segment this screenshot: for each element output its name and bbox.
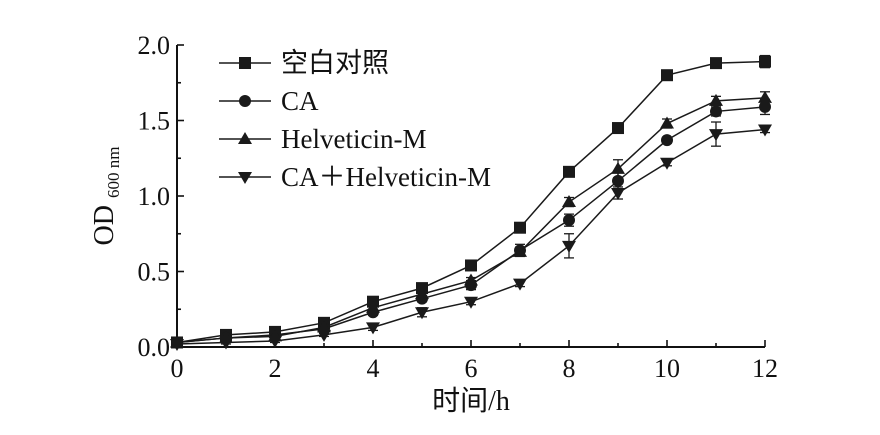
data-point: [562, 240, 576, 253]
data-point: [170, 338, 184, 351]
x-tick-label: 4: [367, 354, 380, 383]
y-axis-title-sub: 600 nm: [104, 147, 123, 198]
series-4: [170, 121, 772, 351]
data-point: [709, 93, 723, 106]
data-point: [611, 161, 625, 174]
legend-label: CA＋Helveticin-M: [281, 162, 491, 192]
data-point: [514, 221, 526, 234]
data-point: [758, 124, 772, 137]
legend-marker: [239, 57, 251, 69]
legend-label: 空白对照: [281, 48, 389, 78]
data-point: [661, 69, 673, 82]
data-point: [513, 244, 527, 257]
data-point: [513, 278, 527, 291]
legend-item-4: CA＋Helveticin-M: [219, 162, 491, 192]
data-point: [366, 322, 380, 335]
legend-marker: [239, 95, 251, 107]
data-point: [563, 214, 575, 227]
legend-item-2: CA: [219, 86, 319, 116]
data-point: [661, 134, 673, 147]
x-tick-label: 12: [752, 354, 778, 383]
y-tick-label: 1.5: [138, 107, 171, 136]
legend-label: CA: [281, 86, 319, 116]
data-point: [611, 187, 625, 200]
data-point: [612, 122, 624, 135]
series-group: [170, 54, 772, 351]
data-point: [465, 259, 477, 272]
legend-item-3: Helveticin-M: [219, 124, 426, 154]
series-3: [170, 90, 772, 348]
y-tick-label: 2.0: [138, 31, 171, 60]
legend-label: Helveticin-M: [281, 124, 426, 154]
axes: 0.0 0.5 1.0 1.5 2.0 0 2 4 6 8 10 12: [138, 31, 779, 383]
y-tick-label: 1.0: [138, 182, 171, 211]
data-point: [758, 90, 772, 103]
legend-item-1: 空白对照: [219, 48, 389, 78]
data-point: [660, 157, 674, 170]
data-point: [759, 55, 771, 68]
y-axis-title-main: OD: [89, 205, 120, 245]
legend-marker: [238, 132, 252, 144]
data-point: [709, 129, 723, 142]
data-point: [660, 116, 674, 129]
x-axis-title: 时间/h: [432, 385, 510, 417]
y-axis-title: OD 600 nm: [89, 147, 123, 246]
data-point: [317, 320, 331, 333]
data-point: [317, 329, 331, 342]
series-2: [171, 98, 771, 349]
data-point: [415, 307, 429, 320]
data-point: [464, 273, 478, 286]
data-point: [563, 165, 575, 178]
y-tick-label: 0.0: [138, 333, 171, 362]
data-point: [710, 57, 722, 70]
x-tick-label: 2: [269, 354, 282, 383]
x-tick-label: 8: [563, 354, 576, 383]
x-tick-label: 0: [171, 354, 184, 383]
data-point: [268, 335, 282, 348]
data-point: [710, 105, 722, 118]
data-point: [464, 296, 478, 309]
y-tick-label: 0.5: [138, 258, 171, 287]
legend-marker: [238, 172, 252, 184]
x-tick-label: 6: [465, 354, 478, 383]
data-point: [415, 287, 429, 300]
data-point: [366, 300, 380, 313]
x-tick-label: 10: [654, 354, 680, 383]
data-point: [562, 195, 576, 208]
legend: 空白对照 CA Helveticin-M CA＋Helveticin-M: [219, 48, 491, 192]
data-point: [219, 337, 233, 350]
